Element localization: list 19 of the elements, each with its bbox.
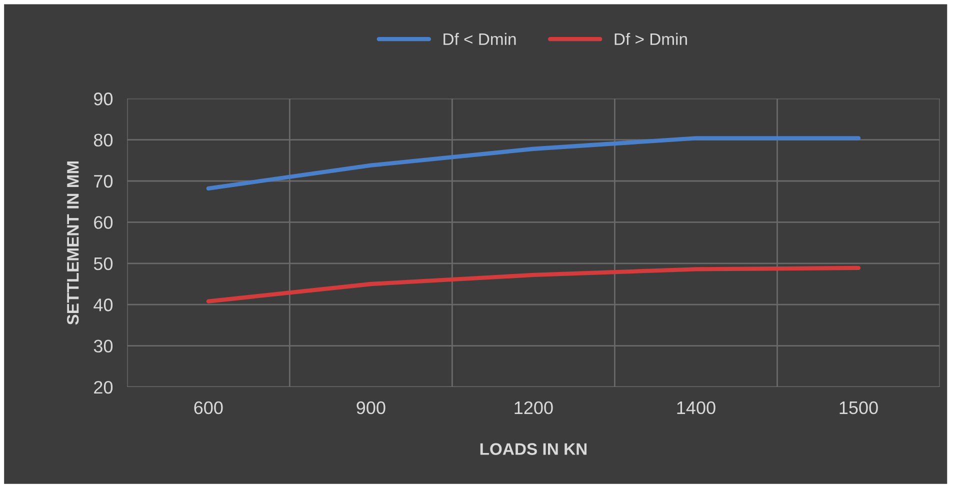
line-series	[206, 266, 861, 304]
x-tick-label: 600	[194, 401, 223, 414]
x-axis-title: LOADS IN KN	[480, 443, 586, 455]
y-tick-label: 80	[94, 134, 113, 147]
y-tick-label: 70	[94, 174, 113, 188]
y-tick-label: 20	[94, 380, 113, 394]
y-tick-label: 30	[94, 340, 113, 353]
x-tick-label: 1400	[677, 401, 716, 414]
legend-label: Df > Dmin	[614, 32, 687, 45]
y-tick-label: 90	[94, 92, 113, 106]
y-tick-label: 60	[94, 216, 113, 229]
legend-label: Df < Dmin	[444, 32, 516, 45]
y-tick-label: 50	[94, 257, 113, 270]
line-series	[206, 136, 861, 191]
y-axis-title: SETTLEMENT IN MM	[66, 162, 79, 325]
x-tick-label: 1200	[514, 401, 553, 414]
x-tick-label: 900	[356, 401, 386, 414]
y-tick-label: 40	[94, 298, 113, 312]
x-tick-label: 1500	[840, 401, 878, 414]
